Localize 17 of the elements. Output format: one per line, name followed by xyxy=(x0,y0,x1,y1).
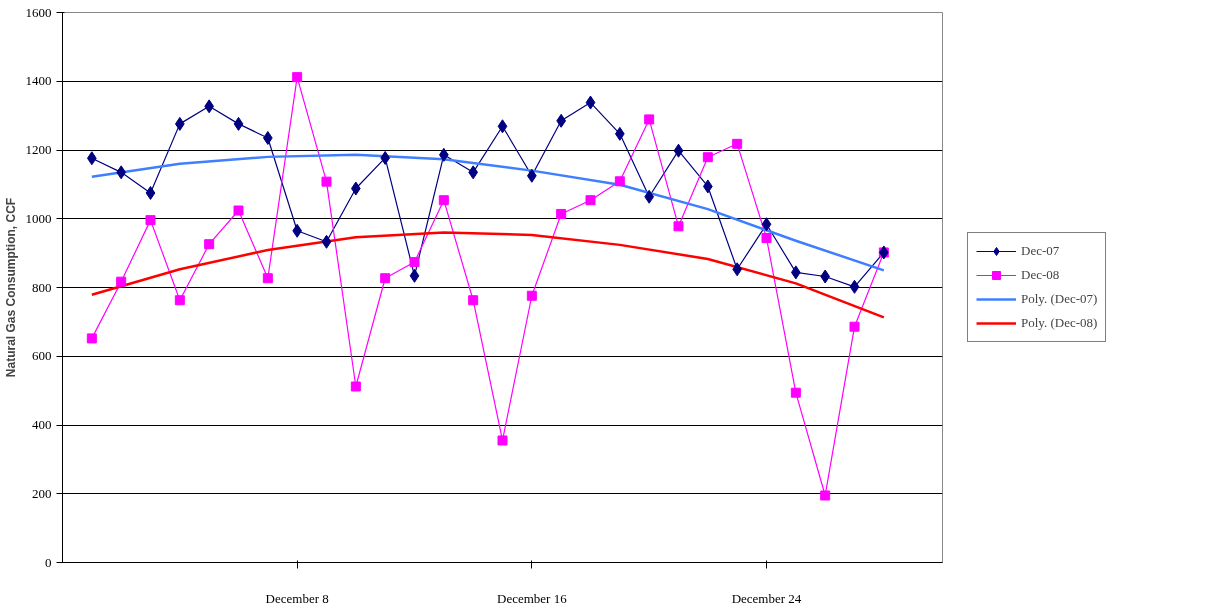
x-tick-label: December 24 xyxy=(731,590,802,606)
legend-label: Dec-07 xyxy=(1021,243,1060,259)
y-axis-title: Natural Gas Consumption, CCF xyxy=(3,197,18,378)
x-tick-label: December 16 xyxy=(497,590,568,606)
y-tick-label: 1400 xyxy=(25,73,52,89)
y-tick-label: 1600 xyxy=(25,4,52,20)
legend-label: Dec-08 xyxy=(1021,267,1060,283)
x-tick-label: December 8 xyxy=(265,590,329,606)
y-tick-label: 1200 xyxy=(25,142,52,157)
y-tick-label: 0 xyxy=(45,554,52,570)
y-tick-label: 1000 xyxy=(25,210,52,226)
y-tick-label: 600 xyxy=(32,348,52,364)
y-tick-label: 800 xyxy=(32,279,52,295)
legend-label: Poly. (Dec-08) xyxy=(1021,315,1098,331)
y-tick-label: 400 xyxy=(32,417,52,432)
legend-label: Poly. (Dec-07) xyxy=(1021,291,1098,307)
y-tick-label: 200 xyxy=(32,485,52,501)
